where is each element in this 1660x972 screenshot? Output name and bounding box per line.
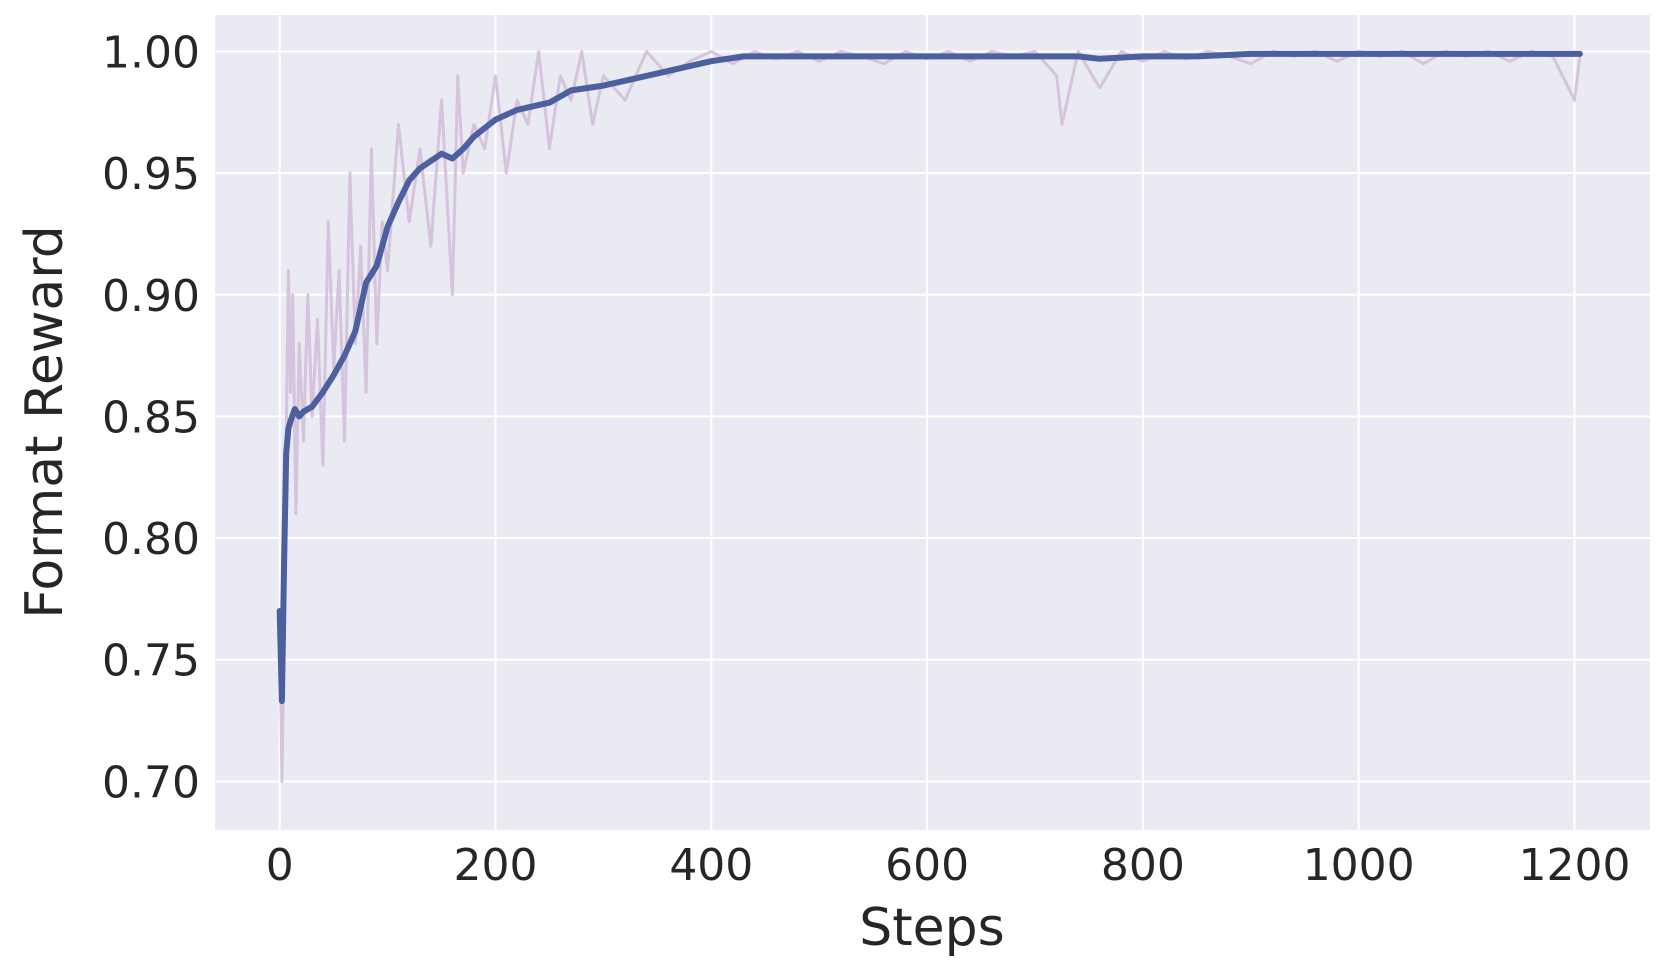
y-tick-label: 0.80 (102, 514, 200, 565)
x-tick-label: 200 (454, 840, 538, 891)
x-tick-label: 0 (266, 840, 294, 891)
x-tick-label: 1200 (1518, 840, 1630, 891)
y-tick-label: 0.90 (102, 271, 200, 322)
x-tick-labels: 0 200 400 600 800 1000 1200 (266, 840, 1631, 891)
x-tick-label: 800 (1101, 840, 1185, 891)
series-layer (276, 50, 1583, 783)
y-tick-label: 0.95 (102, 149, 200, 200)
y-axis-label: Format Reward (15, 225, 75, 618)
x-tick-label: 600 (885, 840, 969, 891)
smoothed-reward-line (276, 50, 1583, 705)
x-tick-label: 400 (669, 840, 753, 891)
y-tick-labels: 0.70 0.75 0.80 0.85 0.90 0.95 1.00 (102, 27, 200, 808)
raw-reward-line (278, 50, 1582, 783)
y-tick-label: 0.75 (102, 636, 200, 687)
y-tick-label: 0.70 (102, 757, 200, 808)
x-axis-label: Steps (859, 898, 1005, 958)
plot-background (215, 15, 1650, 830)
y-tick-label: 1.00 (102, 27, 200, 78)
x-tick-label: 1000 (1303, 840, 1415, 891)
y-tick-label: 0.85 (102, 392, 200, 443)
